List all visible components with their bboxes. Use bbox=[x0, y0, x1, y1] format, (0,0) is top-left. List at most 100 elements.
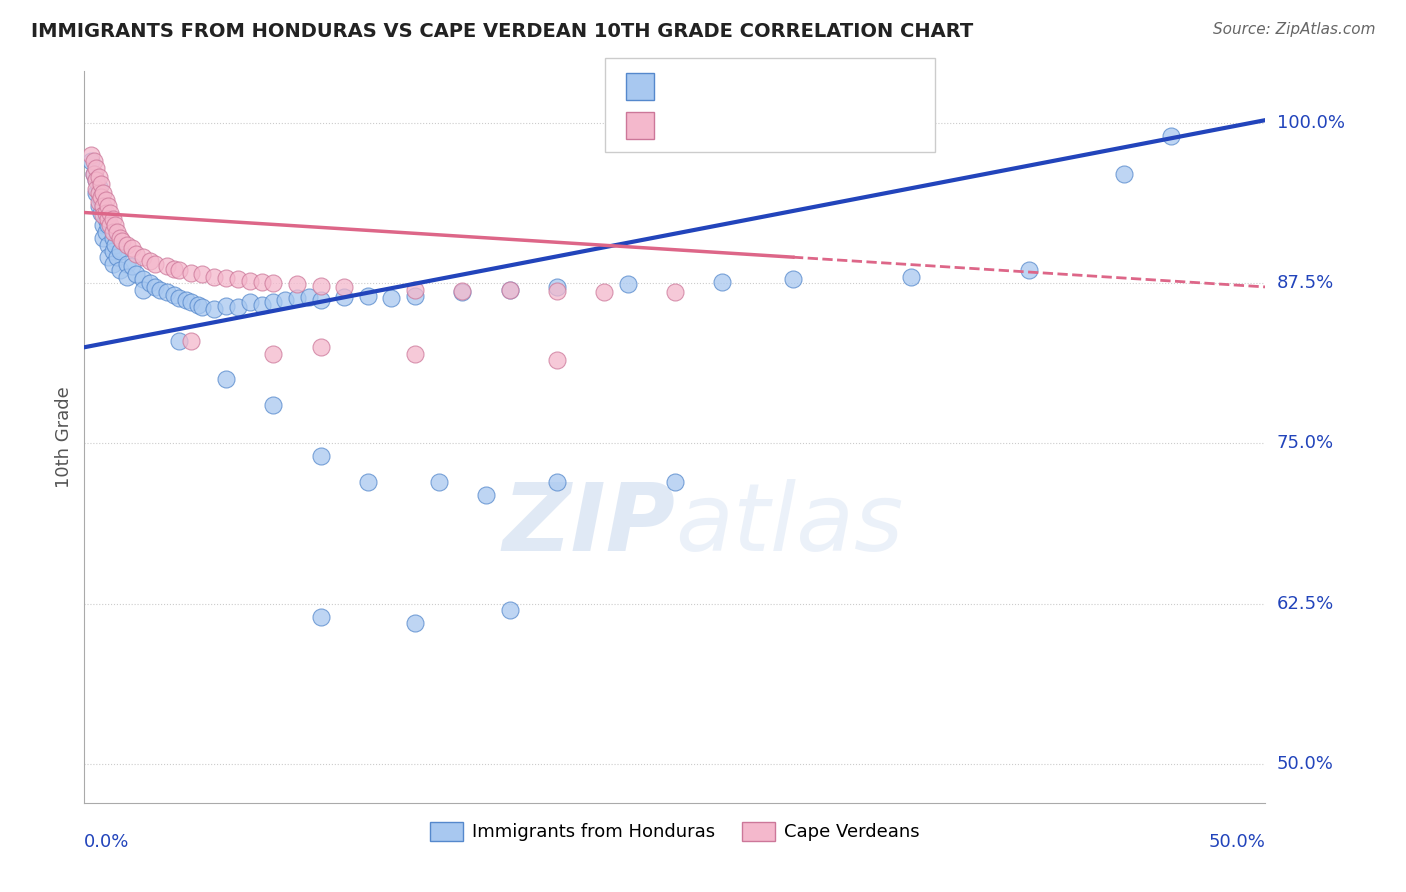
Point bbox=[226, 301, 249, 315]
Point bbox=[298, 290, 321, 304]
Text: 0.0%: 0.0% bbox=[84, 833, 129, 851]
Point bbox=[87, 195, 110, 210]
Point bbox=[226, 272, 249, 286]
Text: 100.0%: 100.0% bbox=[1277, 113, 1344, 132]
Point bbox=[101, 244, 124, 258]
Text: 62.5%: 62.5% bbox=[1277, 595, 1334, 613]
Point bbox=[156, 285, 179, 299]
Text: N =: N = bbox=[759, 78, 799, 95]
Point bbox=[167, 292, 190, 306]
Point bbox=[132, 251, 155, 265]
Y-axis label: 10th Grade: 10th Grade bbox=[55, 386, 73, 488]
Point bbox=[309, 293, 332, 307]
Point bbox=[1112, 167, 1135, 181]
Point bbox=[84, 186, 107, 201]
Text: N =: N = bbox=[759, 116, 799, 134]
Point bbox=[427, 475, 450, 489]
Point bbox=[108, 244, 131, 258]
Point bbox=[546, 280, 568, 294]
Point bbox=[404, 283, 426, 297]
Text: R =: R = bbox=[662, 78, 702, 95]
Point bbox=[174, 293, 197, 307]
Point bbox=[104, 219, 127, 233]
Point bbox=[546, 353, 568, 368]
Point bbox=[94, 205, 117, 219]
Point bbox=[309, 450, 332, 464]
Point bbox=[149, 283, 172, 297]
Point bbox=[333, 290, 356, 304]
Point bbox=[87, 199, 110, 213]
Legend: Immigrants from Honduras, Cape Verdeans: Immigrants from Honduras, Cape Verdeans bbox=[423, 814, 927, 848]
Point bbox=[900, 269, 922, 284]
Point bbox=[94, 225, 117, 239]
Point bbox=[782, 272, 804, 286]
Point bbox=[101, 231, 124, 245]
Point bbox=[84, 182, 107, 196]
Point bbox=[498, 603, 520, 617]
Text: R =: R = bbox=[662, 116, 702, 134]
Point bbox=[404, 289, 426, 303]
Point bbox=[83, 167, 105, 181]
Point bbox=[187, 298, 209, 312]
Point bbox=[97, 199, 120, 213]
Point bbox=[451, 285, 474, 299]
Point bbox=[616, 277, 638, 292]
Point bbox=[180, 295, 202, 310]
Point bbox=[404, 616, 426, 631]
Point bbox=[309, 340, 332, 354]
Point bbox=[87, 169, 110, 184]
Point bbox=[404, 346, 426, 360]
Text: IMMIGRANTS FROM HONDURAS VS CAPE VERDEAN 10TH GRADE CORRELATION CHART: IMMIGRANTS FROM HONDURAS VS CAPE VERDEAN… bbox=[31, 22, 973, 41]
Point bbox=[191, 267, 214, 281]
Point bbox=[90, 190, 112, 204]
Point bbox=[94, 211, 117, 226]
Point bbox=[546, 475, 568, 489]
Point bbox=[91, 219, 114, 233]
Point bbox=[239, 295, 262, 310]
Point bbox=[98, 219, 121, 233]
Point bbox=[87, 179, 110, 194]
Text: Source: ZipAtlas.com: Source: ZipAtlas.com bbox=[1212, 22, 1375, 37]
Point bbox=[309, 609, 332, 624]
Point bbox=[262, 346, 284, 360]
Text: 50.0%: 50.0% bbox=[1277, 756, 1333, 773]
Point bbox=[143, 257, 166, 271]
Point bbox=[202, 301, 225, 316]
Point bbox=[97, 251, 120, 265]
Point bbox=[191, 301, 214, 315]
Point bbox=[215, 271, 238, 285]
Point bbox=[107, 225, 129, 239]
Text: 75.0%: 75.0% bbox=[1277, 434, 1334, 452]
Point bbox=[97, 237, 120, 252]
Point bbox=[121, 242, 143, 256]
Point bbox=[664, 475, 686, 489]
Point bbox=[711, 275, 734, 289]
Point bbox=[180, 266, 202, 280]
Point bbox=[309, 278, 332, 293]
Point bbox=[215, 372, 238, 386]
Point bbox=[664, 285, 686, 299]
Point bbox=[115, 269, 138, 284]
Text: 0.309: 0.309 bbox=[700, 77, 761, 95]
Point bbox=[101, 211, 124, 226]
Point bbox=[1018, 263, 1040, 277]
Point bbox=[357, 289, 380, 303]
Point bbox=[91, 199, 114, 213]
Point bbox=[84, 161, 107, 175]
Point bbox=[262, 398, 284, 412]
Point bbox=[167, 334, 190, 348]
Point bbox=[125, 246, 148, 260]
Point bbox=[250, 275, 273, 289]
Point bbox=[90, 178, 112, 192]
Point bbox=[215, 299, 238, 313]
Point bbox=[498, 283, 520, 297]
Point bbox=[97, 211, 120, 226]
Point bbox=[80, 154, 103, 169]
Point bbox=[285, 292, 308, 306]
Point bbox=[104, 237, 127, 252]
Point bbox=[90, 205, 112, 219]
Point bbox=[91, 199, 114, 213]
Point bbox=[143, 280, 166, 294]
Point bbox=[357, 475, 380, 489]
Text: atlas: atlas bbox=[675, 479, 903, 570]
